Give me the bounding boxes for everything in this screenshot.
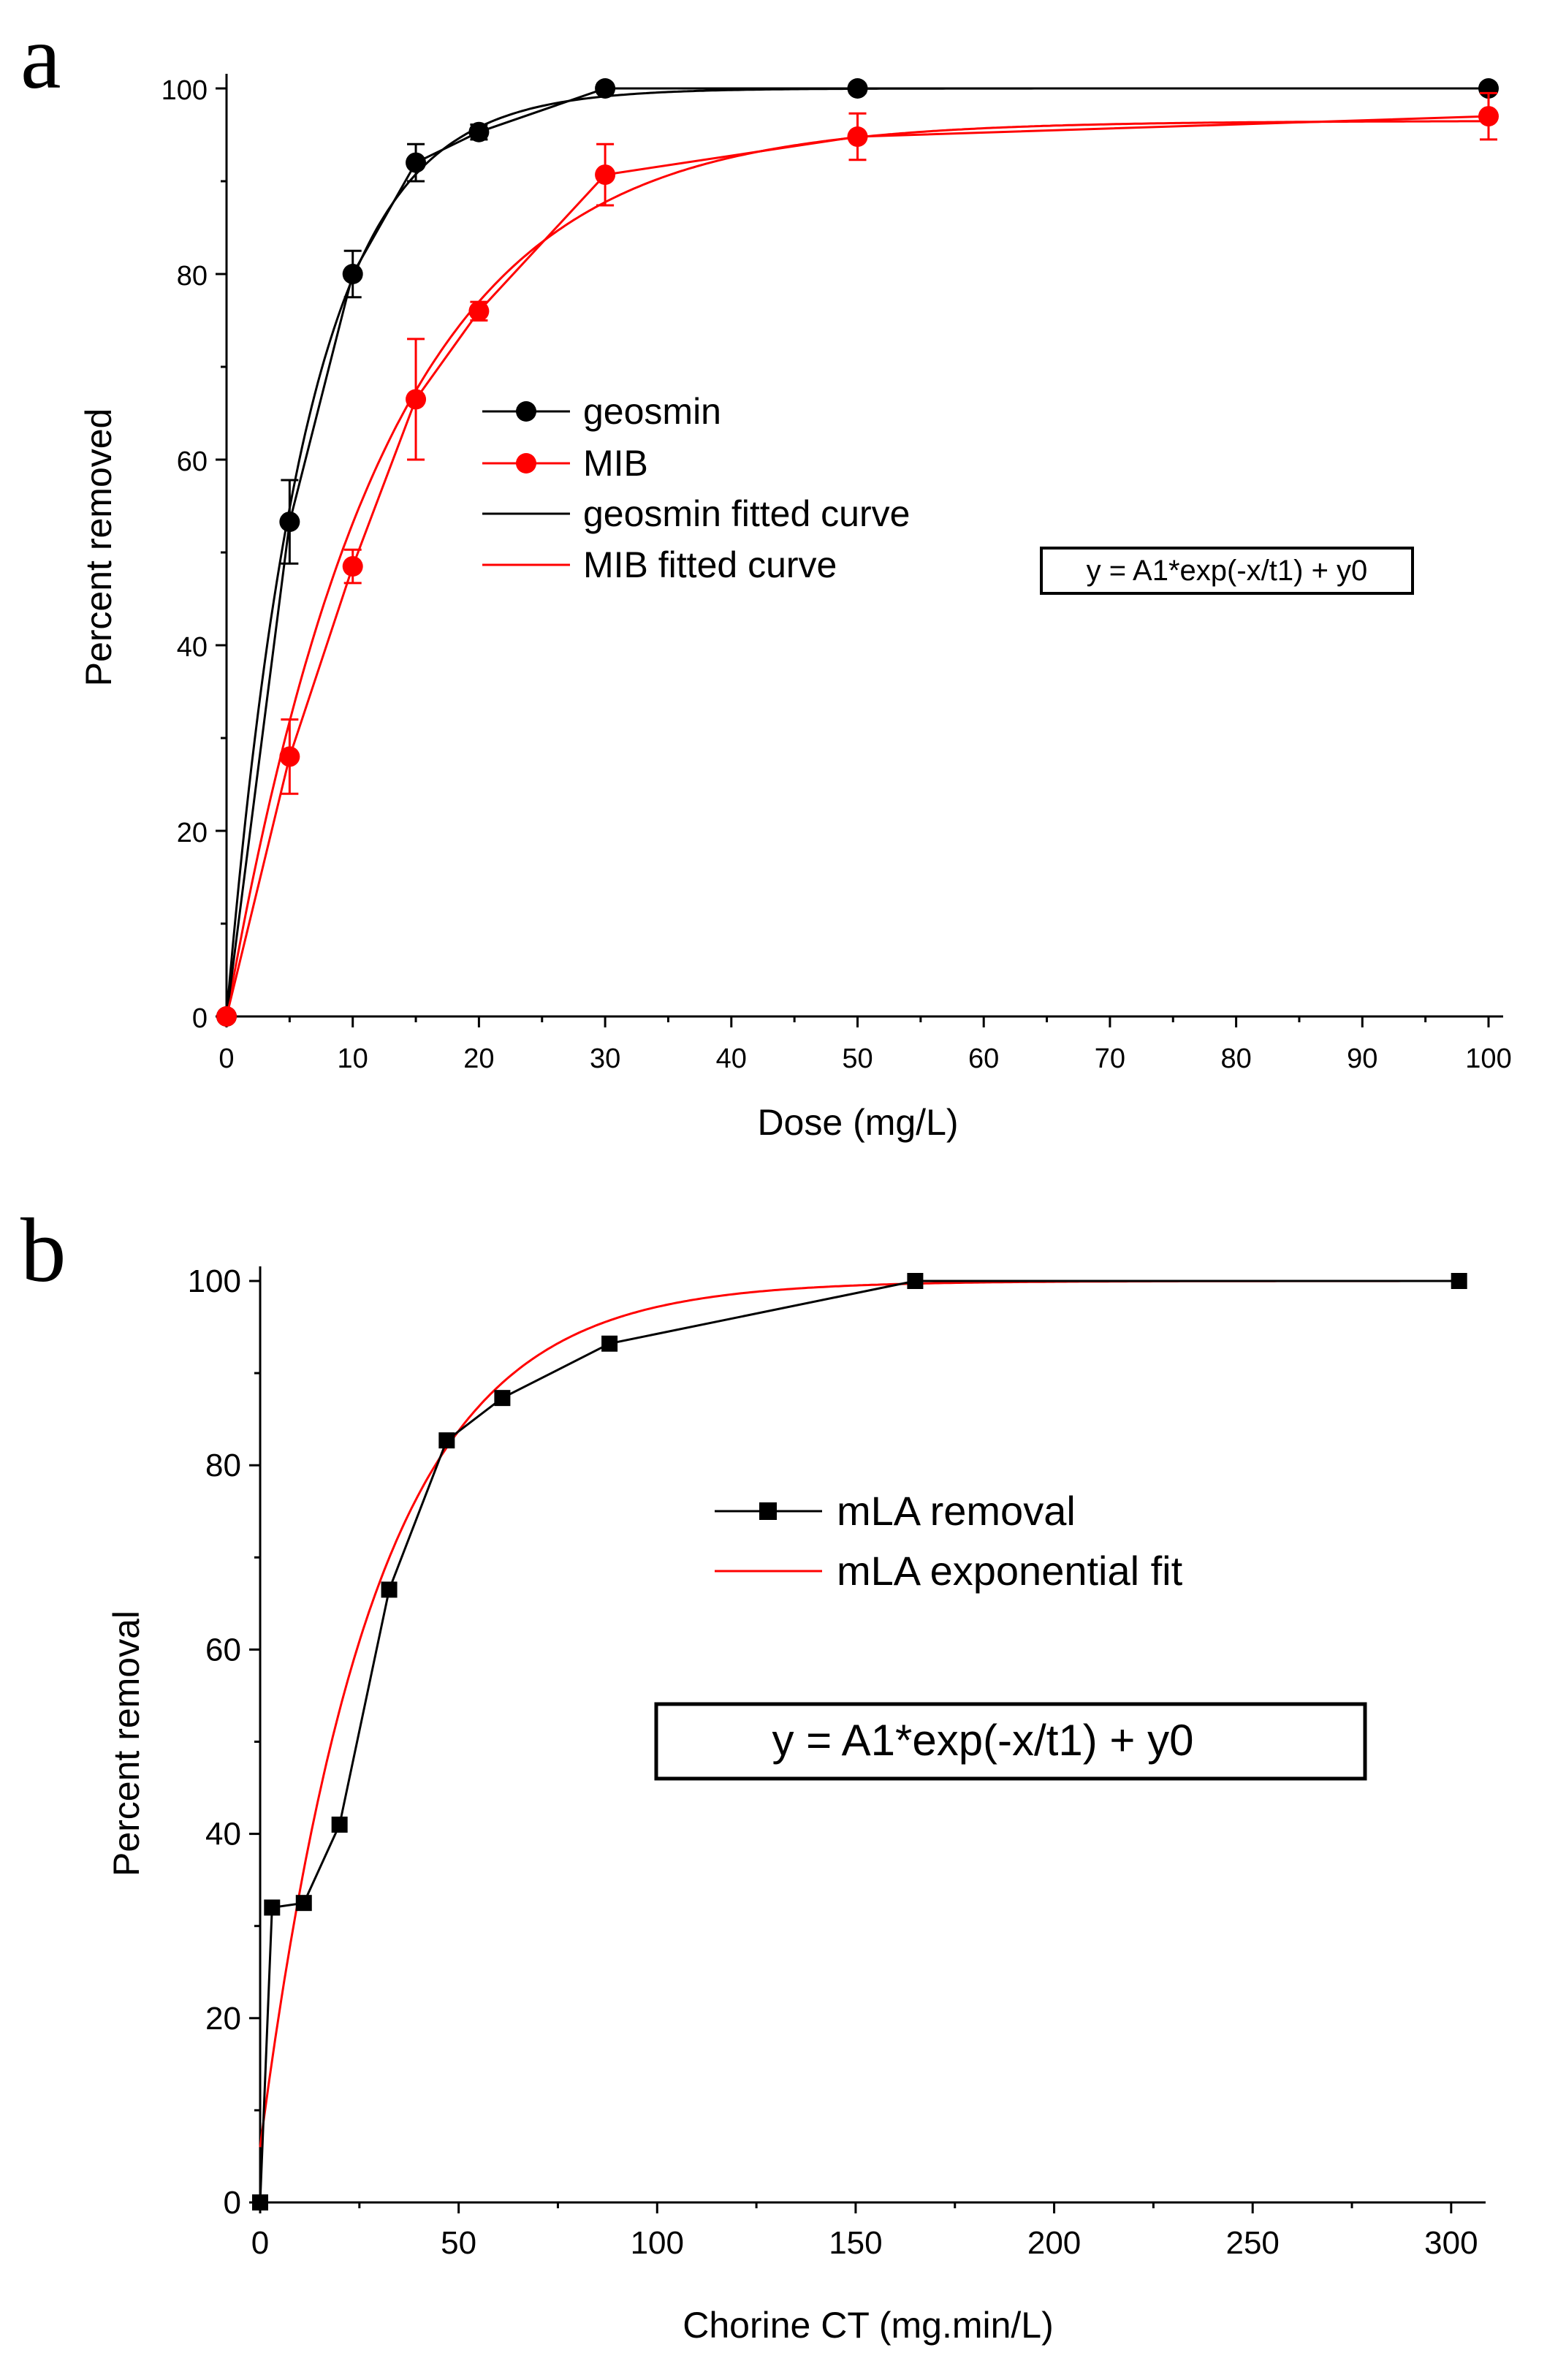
panel-a-mib-point — [595, 164, 616, 186]
panel-a-geosmin-point — [342, 264, 363, 284]
panel-b-x-axis-label: Chorine CT (mg.min/L) — [683, 2305, 1054, 2346]
panel-b-mla-removal-point — [438, 1432, 455, 1449]
panel-a-x-tick-label: 40 — [716, 1043, 747, 1074]
panel-a-y-tick-label: 60 — [177, 446, 208, 477]
legend-geosmin: geosmin — [482, 391, 721, 432]
panel-a-x-tick-label: 60 — [968, 1043, 999, 1074]
panel-b-tick-labels: 0 50 100 150 200 250 300 0 20 40 60 80 100 — [188, 1263, 1478, 2261]
panel-a-x-tick-label: 30 — [590, 1043, 620, 1074]
panel-b-mla-removal-point — [331, 1816, 348, 1833]
legend-mla-fit-label: mLA exponential fit — [837, 1548, 1183, 1594]
panel-b-y-tick-label: 0 — [224, 2185, 241, 2221]
panel-a-x-tick-label: 90 — [1347, 1043, 1377, 1074]
panel-a-geosmin-point — [406, 152, 427, 173]
panel-b-mla-removal-point — [494, 1390, 511, 1407]
panel-b-x-tick-label: 150 — [829, 2225, 882, 2261]
panel-b-mla-removal-point — [252, 2194, 268, 2210]
panel-b-mla-removal-point — [264, 1899, 281, 1916]
panel-a-x-axis-label: Dose (mg/L) — [757, 1102, 958, 1143]
panel-b-mla-removal-point — [295, 1895, 312, 1912]
panel-a-equation-box: y = A1*exp(-x/t1) + y0 — [1040, 547, 1414, 595]
panel-b-equation-box: y = A1*exp(-x/t1) + y0 — [654, 1702, 1367, 1781]
legend-mib-label: MIB — [583, 443, 648, 484]
panel-b-legend: mLA removal mLA exponential fit — [715, 1488, 1183, 1594]
panel-a-x-tick-label: 70 — [1095, 1043, 1125, 1074]
panel-b-x-tick-label: 200 — [1027, 2225, 1081, 2261]
panel-a-geosmin-point — [595, 78, 616, 99]
panel-a-y-tick-label: 40 — [177, 632, 208, 663]
legend-mla-removal-marker — [759, 1502, 777, 1520]
legend-mib-marker — [516, 453, 536, 474]
panel-b-y-tick-label: 20 — [205, 2001, 241, 2037]
panel-b-letter: b — [20, 1201, 66, 1301]
panel-a-y-tick-label: 20 — [177, 818, 208, 848]
panel-a-mib-point — [216, 1006, 237, 1027]
legend-geosmin-fit: geosmin fitted curve — [482, 493, 910, 534]
panel-b-y-axis-label: Percent removal — [106, 1611, 147, 1877]
panel-a-axes — [216, 74, 1503, 1027]
legend-geosmin-fit-label: geosmin fitted curve — [583, 493, 910, 534]
panel-b: b 0 50 100 150 200 250 300 0 20 40 60 80 100 Chorine… — [20, 1201, 1486, 2346]
panel-a-mib-point — [342, 556, 363, 577]
panel-b-x-tick-label: 100 — [631, 2225, 684, 2261]
panel-a-mib-point — [406, 389, 427, 410]
panel-a-tick-labels: 0 10 20 30 40 50 60 70 80 90 100 0 20 40 60 80 100 — [161, 75, 1512, 1074]
legend-mib: MIB — [482, 443, 648, 484]
panel-a-y-tick-label: 100 — [161, 75, 208, 106]
panel-b-x-tick-label: 250 — [1225, 2225, 1279, 2261]
legend-mib-fit: MIB fitted curve — [482, 544, 837, 585]
panel-a-mib-line — [225, 115, 1489, 1017]
panel-b-mla-removal-point — [381, 1581, 398, 1598]
panel-a-legend: geosmin MIB geosmin fitted curve MIB fit… — [482, 391, 910, 585]
panel-a: a 0 10 20 30 40 50 60 70 80 90 100 0 20 40 60 80 100 Dos… — [20, 7, 1512, 1143]
panel-b-equation: y = A1*exp(-x/t1) + y0 — [772, 1716, 1194, 1765]
panel-a-letter: a — [20, 7, 61, 108]
panel-b-y-tick-label: 60 — [205, 1632, 241, 1668]
panel-a-x-tick-label: 80 — [1220, 1043, 1251, 1074]
panel-a-x-tick-label: 100 — [1465, 1043, 1511, 1074]
panel-a-x-tick-label: 20 — [463, 1043, 494, 1074]
legend-geosmin-marker — [516, 401, 536, 422]
legend-mib-fit-label: MIB fitted curve — [583, 544, 837, 585]
panel-b-mla-removal-point — [601, 1335, 618, 1352]
panel-b-mla-removal-point — [1451, 1273, 1467, 1289]
panel-b-x-tick-label: 300 — [1424, 2225, 1478, 2261]
panel-a-mib-point — [279, 746, 300, 767]
panel-a-plot-area — [216, 78, 1499, 1027]
panel-a-x-tick-label: 0 — [218, 1043, 234, 1074]
panel-a-geosmin-line — [225, 87, 1489, 1017]
panel-b-y-tick-label: 100 — [188, 1263, 241, 1299]
panel-b-axes — [249, 1266, 1486, 2213]
panel-a-y-tick-label: 80 — [177, 261, 208, 292]
panel-b-mla-removal-line — [259, 1280, 1459, 2203]
panel-a-mib-point — [847, 126, 868, 148]
panel-a-geosmin-point — [279, 512, 300, 533]
panel-b-x-tick-label: 50 — [441, 2225, 476, 2261]
panel-a-y-tick-label: 0 — [192, 1003, 208, 1034]
legend-mla-removal: mLA removal — [715, 1488, 1076, 1534]
panel-b-x-tick-label: 0 — [251, 2225, 269, 2261]
panel-a-equation: y = A1*exp(-x/t1) + y0 — [1087, 555, 1368, 587]
legend-geosmin-label: geosmin — [583, 391, 721, 432]
panel-a-x-tick-label: 10 — [338, 1043, 368, 1074]
panel-a-mib-point — [468, 300, 490, 322]
panel-b-y-tick-label: 40 — [205, 1817, 241, 1852]
panel-a-geosmin-point — [468, 121, 490, 142]
legend-mla-removal-label: mLA removal — [837, 1488, 1076, 1534]
panel-a-mib-point — [1478, 106, 1499, 127]
panel-b-y-tick-label: 80 — [205, 1448, 241, 1483]
panel-b-plot-area — [252, 1273, 1467, 2210]
panel-a-geosmin-point — [847, 78, 868, 99]
panel-a-x-tick-label: 50 — [842, 1043, 873, 1074]
panel-b-mla-removal-point — [907, 1273, 924, 1289]
legend-mla-fit: mLA exponential fit — [715, 1548, 1183, 1594]
panel-a-y-axis-label: Percent removed — [78, 408, 119, 687]
